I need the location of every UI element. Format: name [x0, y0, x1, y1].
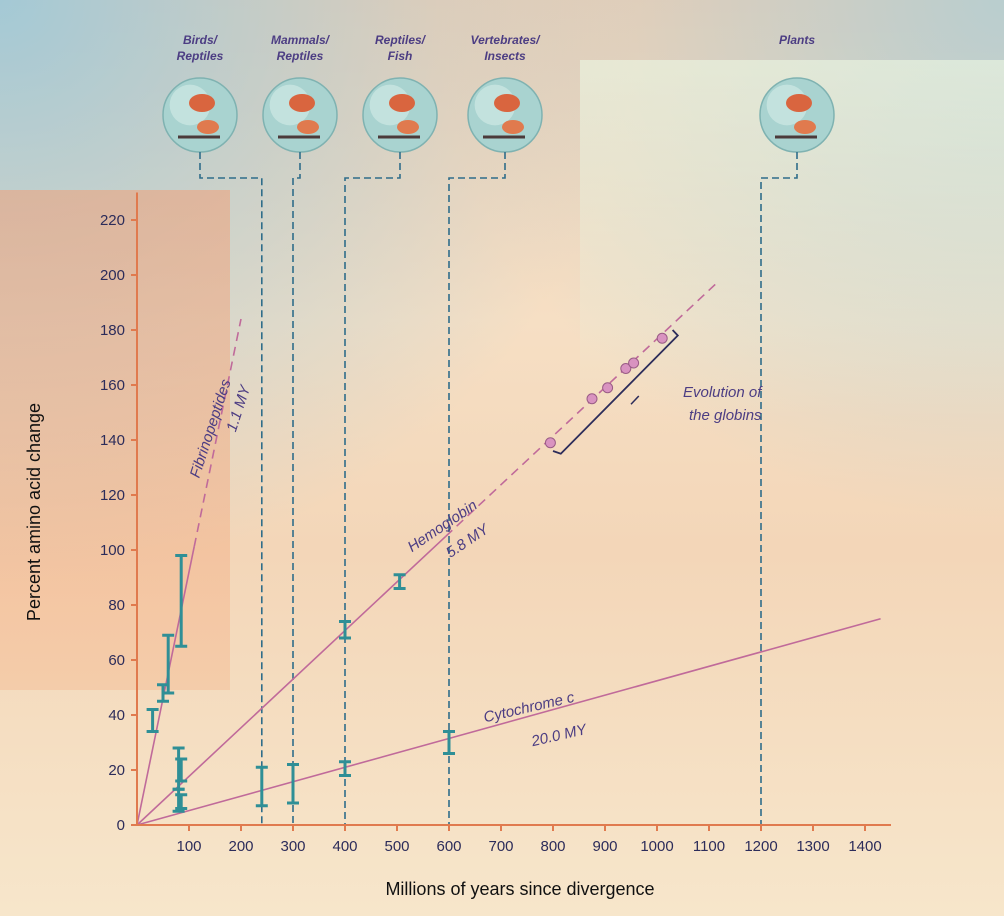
series-name-label: Cytochrome c	[482, 689, 576, 726]
x-tick-label: 800	[540, 838, 565, 855]
y-tick-label: 140	[100, 432, 125, 449]
x-tick-label: 1200	[744, 838, 777, 855]
divergence-connector	[448, 152, 506, 825]
y-tick-label: 160	[100, 377, 125, 394]
divergence-connector	[199, 152, 263, 825]
x-tick-label: 100	[176, 838, 201, 855]
y-tick-label: 200	[100, 267, 125, 284]
divergence-label: Birds/	[183, 33, 219, 47]
creature-lower	[197, 120, 219, 134]
y-tick-label: 80	[108, 597, 125, 614]
divergence-label: Insects	[484, 49, 526, 63]
x-tick-label: 300	[280, 838, 305, 855]
error-bar	[339, 620, 351, 640]
x-tick-label: 1300	[796, 838, 829, 855]
trend-line-cytochrome-c	[136, 617, 881, 826]
x-tick-label: 1000	[640, 838, 673, 855]
error-bar	[287, 763, 299, 805]
globin-bracket	[552, 329, 680, 455]
trend-line-extension	[445, 279, 720, 537]
x-tick-label: 1100	[693, 838, 725, 855]
x-tick-label: 400	[332, 838, 357, 855]
plant-icon	[759, 77, 835, 153]
globin-point	[586, 393, 598, 405]
divergence-connectors	[199, 152, 798, 825]
data-marks	[146, 329, 680, 813]
error-bar	[162, 633, 175, 695]
error-bar	[443, 730, 455, 755]
globin-annotation-leader	[630, 395, 640, 405]
divergence-connector	[344, 152, 401, 825]
creature-lower	[794, 120, 816, 134]
creature-upper	[494, 94, 520, 112]
error-bar	[255, 765, 268, 808]
error-bar	[175, 554, 188, 648]
x-tick-label: 900	[592, 838, 617, 855]
divergence-label: Reptiles	[177, 49, 224, 63]
creature-upper	[786, 94, 812, 112]
globin-point	[602, 382, 614, 394]
x-axis-title: Millions of years since divergence	[385, 879, 654, 899]
creature-upper	[189, 94, 215, 112]
y-tick-label: 20	[108, 762, 125, 779]
creature-lower	[397, 120, 419, 134]
y-tick-label: 40	[108, 707, 125, 724]
x-tick-label: 200	[228, 838, 253, 855]
x-tick-label: 500	[384, 838, 409, 855]
divergence-label: Vertebrates/	[471, 33, 542, 47]
divergence-label: Reptiles/	[375, 33, 427, 47]
y-tick-label: 220	[100, 212, 125, 229]
error-bar	[339, 760, 351, 777]
vertebrate-insect-icon	[467, 77, 543, 153]
x-tick-label: 1400	[848, 838, 881, 855]
creature-upper	[289, 94, 315, 112]
globin-point	[620, 363, 632, 374]
creature-lower	[297, 120, 319, 134]
x-tick-label: 700	[488, 838, 513, 855]
x-tick-label: 600	[436, 838, 461, 855]
y-axis-title: Percent amino acid change	[24, 403, 44, 621]
y-tick-label: 60	[108, 652, 125, 669]
axes: 100 200 300 400 500 600 700 800 900 1000 1100 1200 1…	[100, 192, 891, 855]
error-bar	[175, 757, 188, 783]
bird-reptile-icon	[162, 77, 238, 153]
y-tick-label: 100	[100, 542, 125, 559]
error-bar	[146, 708, 159, 733]
reptile-fish-icon	[362, 77, 438, 153]
y-tick-label: 0	[117, 817, 125, 834]
trend-line-extension	[193, 318, 242, 547]
series-rate-label: 20.0 MY	[529, 721, 589, 751]
divergence-label: Plants	[779, 33, 815, 47]
globin-point	[544, 437, 556, 449]
trend-lines	[136, 279, 881, 826]
globin-point	[656, 332, 668, 344]
background-band-left	[0, 190, 230, 690]
error-bar	[393, 573, 406, 590]
divergence-label: Fish	[388, 49, 413, 63]
y-tick-label: 180	[100, 322, 125, 339]
trend-line-hemoglobin	[136, 535, 447, 826]
globins-annotation-line2: the globins	[689, 407, 762, 424]
divergence-label: Mammals/	[271, 33, 331, 47]
globin-point	[628, 357, 640, 369]
creature-lower	[502, 120, 524, 134]
mammal-reptile-icon	[262, 77, 338, 153]
creature-upper	[389, 94, 415, 112]
divergence-label: Reptiles	[277, 49, 324, 63]
globins-annotation-line1: Evolution of	[683, 384, 763, 401]
divergence-connector	[760, 152, 798, 825]
error-bar	[175, 793, 188, 810]
y-tick-label: 120	[100, 487, 125, 504]
divergence-connector	[292, 152, 301, 825]
divergence-badges: Birds/Reptiles Mammals/Reptiles Reptiles/F…	[162, 33, 835, 153]
